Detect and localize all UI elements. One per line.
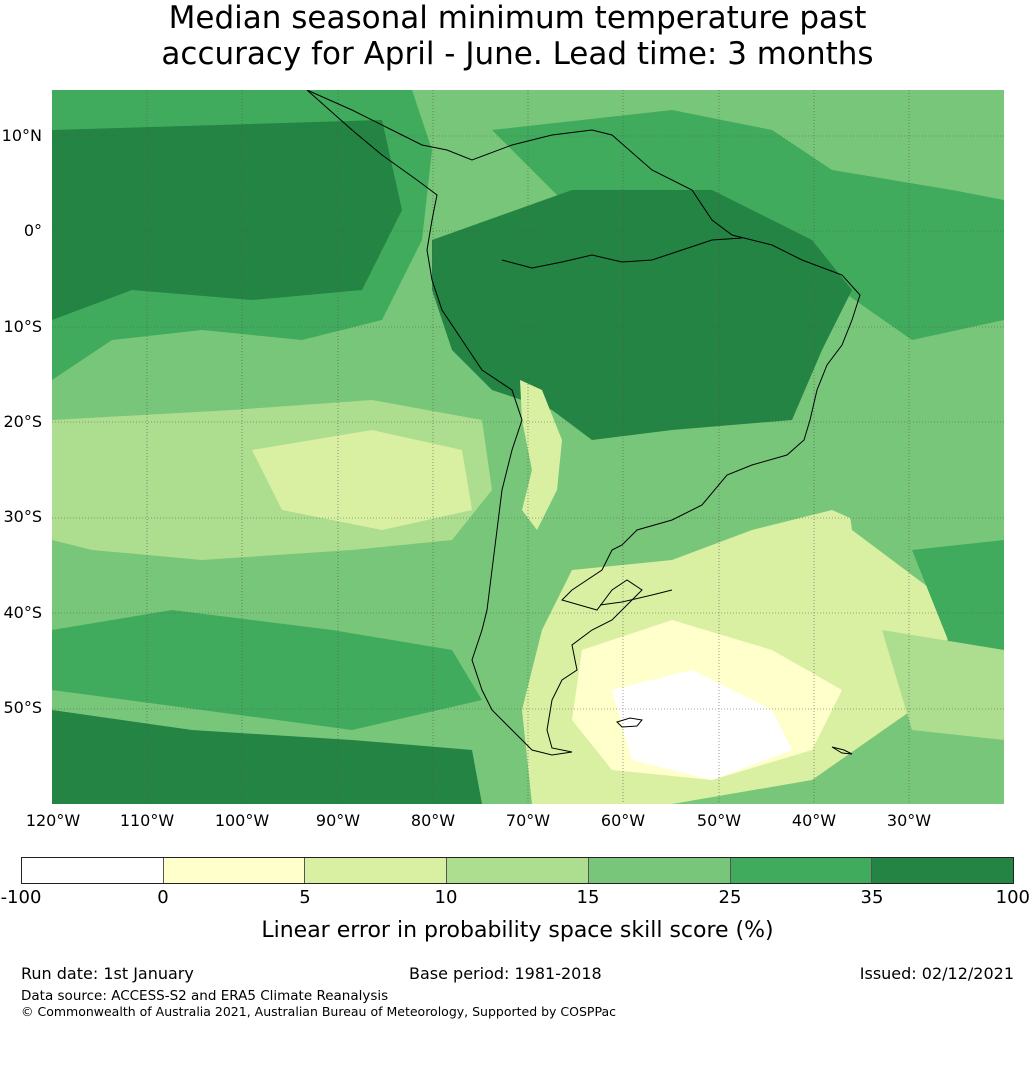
- amazon-river: [501, 237, 743, 269]
- title-line-2: accuracy for April - June. Lead time: 3 …: [161, 36, 874, 72]
- region-falklands-white: [612, 670, 792, 780]
- falkland-islands: [616, 717, 643, 728]
- colorbar-segment: [447, 858, 589, 883]
- issued-date: Issued: 02/12/2021: [859, 964, 1014, 983]
- lat-label-50s: 50°S: [3, 698, 42, 717]
- base-period: Base period: 1981-2018: [409, 964, 602, 983]
- colorbar-segment: [305, 858, 448, 883]
- colorbar-tick: 0: [157, 887, 169, 908]
- south-georgia: [831, 746, 853, 755]
- region-north-atlantic: [812, 90, 1004, 200]
- lat-label-10n: 10°N: [1, 126, 42, 145]
- colorbar-segment: [872, 858, 1014, 883]
- colorbar-segment: [22, 858, 164, 883]
- lon-label-50w: 50°W: [696, 811, 742, 830]
- colorbar-segment: [163, 858, 306, 883]
- lon-label-100w: 100°W: [214, 811, 270, 830]
- lon-label-90w: 90°W: [315, 811, 361, 830]
- region-southern-ocean-west: [52, 710, 482, 804]
- colorbar: [21, 857, 1014, 884]
- lon-label-30w: 30°W: [886, 811, 932, 830]
- lat-label-10s: 10°S: [3, 317, 42, 336]
- colorbar-tick: 15: [576, 887, 600, 908]
- colorbar-tick: -100: [0, 887, 42, 908]
- region-southeast-pacific-light: [252, 430, 472, 530]
- rio-de-la-plata: [599, 589, 673, 606]
- region-east-south-atlantic-dark: [912, 540, 1004, 650]
- data-source: Data source: ACCESS-S2 and ERA5 Climate …: [21, 988, 389, 1004]
- colorbar-segment: [588, 858, 731, 883]
- lon-label-80w: 80°W: [410, 811, 456, 830]
- lon-label-120w: 120°W: [25, 811, 81, 830]
- south-america-coastline: [306, 90, 861, 756]
- lat-label-40s: 40°S: [3, 603, 42, 622]
- lat-label-30s: 30°S: [3, 507, 42, 526]
- map-graticule: [52, 90, 1004, 804]
- region-east-south-atlantic-light: [882, 630, 1004, 740]
- colorbar-tick: 35: [860, 887, 884, 908]
- colorbar-label: Linear error in probability space skill …: [261, 918, 774, 943]
- lon-label-110w: 110°W: [119, 811, 175, 830]
- colorbar-tick: 25: [718, 887, 742, 908]
- map-canvas: [52, 90, 1004, 804]
- region-andes: [520, 380, 562, 530]
- lat-label-20s: 20°S: [3, 412, 42, 431]
- map-title: Median seasonal minimum temperature past…: [0, 0, 1035, 72]
- title-line-1: Median seasonal minimum temperature past: [168, 0, 867, 36]
- lon-label-40w: 40°W: [791, 811, 837, 830]
- region-tropical-pacific-core: [52, 120, 402, 320]
- colorbar-segment: [730, 858, 873, 883]
- colorbar-tick: 5: [299, 887, 311, 908]
- lon-label-70w: 70°W: [505, 811, 551, 830]
- copyright: © Commonwealth of Australia 2021, Austra…: [21, 1004, 616, 1019]
- colorbar-tick: 100: [995, 887, 1030, 908]
- run-date: Run date: 1st January: [21, 964, 194, 983]
- region-amazon: [432, 190, 852, 440]
- lon-label-60w: 60°W: [600, 811, 646, 830]
- region-south-pacific: [52, 610, 482, 730]
- skill-score-map: [52, 90, 1004, 804]
- colorbar-tick: 10: [434, 887, 458, 908]
- lat-label-0: 0°: [23, 221, 42, 240]
